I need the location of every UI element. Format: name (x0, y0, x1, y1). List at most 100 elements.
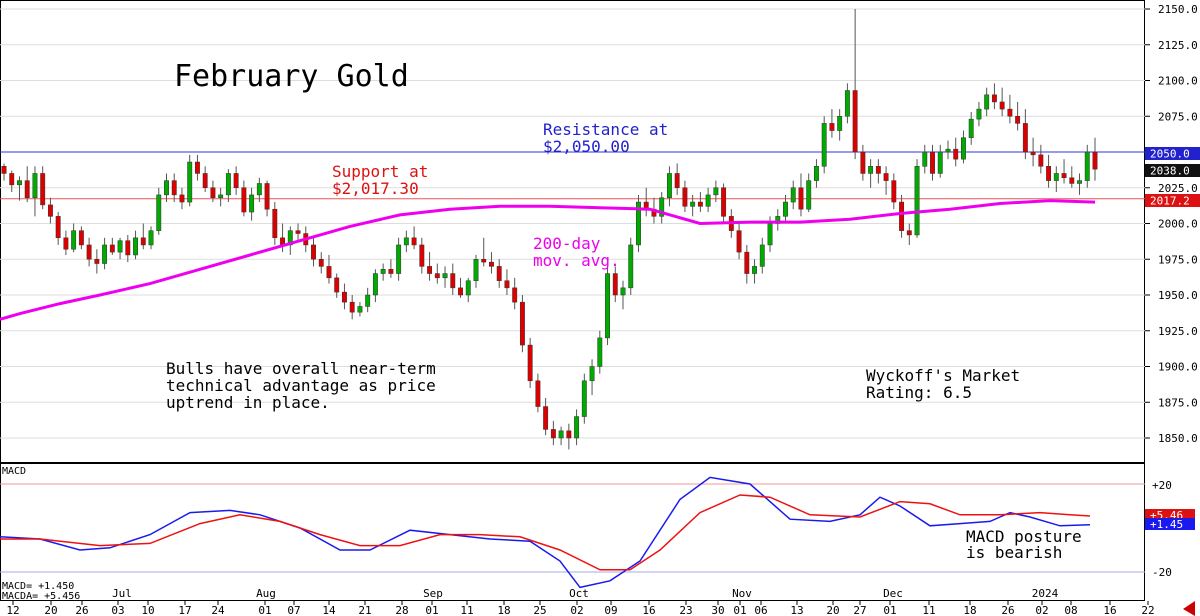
ma200-line (0, 199, 1096, 321)
resistance-annotation-2: $2,050.00 (543, 137, 630, 156)
candle-up (442, 273, 448, 279)
candle-up (767, 223, 773, 246)
x-tick-label: 28 (395, 604, 408, 616)
candle-down (481, 259, 487, 263)
candle-up (868, 166, 874, 174)
candle-down (1046, 166, 1052, 181)
x-tick-label: 02 (570, 604, 583, 616)
candle-down (210, 187, 216, 199)
support-annotation-2: $2,017.30 (332, 179, 419, 198)
candle-up (396, 244, 402, 274)
candle-down (427, 266, 433, 274)
month-label: Nov (732, 587, 752, 600)
x-tick-label: 11 (922, 604, 935, 616)
candle-down (1015, 116, 1021, 124)
candle-up (844, 90, 850, 117)
candle-down (1038, 154, 1044, 167)
candle-down (1069, 177, 1075, 184)
candle-up (357, 306, 363, 313)
price-grid (0, 8, 1145, 439)
macda-value-label: MACDA= +5.456 (2, 591, 80, 602)
candle-down (527, 344, 533, 382)
candle-down (991, 94, 997, 103)
candle-down (326, 266, 332, 279)
candle-up (32, 173, 38, 199)
y-tick-label: 1900.0 (1158, 361, 1198, 374)
candle-down (829, 123, 835, 131)
bulls-annotation-3: uptrend in place. (166, 393, 330, 412)
candle-down (953, 148, 959, 160)
candle-up (589, 366, 595, 382)
macd-panel-title: MACD (2, 466, 26, 477)
x-tick-label: 30 (711, 604, 724, 616)
candle-up (605, 273, 610, 339)
y-tick-label: 1850.0 (1158, 432, 1198, 445)
candle-up (666, 173, 672, 199)
candle-down (1, 166, 7, 174)
ma-annotation-2: mov. avg. (533, 251, 620, 270)
candle-down (86, 244, 92, 260)
candle-up (365, 294, 371, 307)
candle-up (164, 180, 169, 196)
candle-up (713, 187, 719, 196)
candle-up (620, 287, 626, 296)
candle-down (264, 183, 270, 210)
candle-up (465, 280, 471, 296)
y-tick-label: 2000.0 (1158, 218, 1198, 231)
candle-up (1077, 180, 1082, 184)
y-tick-label: 1875.0 (1158, 396, 1198, 409)
month-label: Aug (256, 587, 276, 600)
candle-down (504, 280, 510, 289)
candle-up (71, 230, 77, 250)
x-tick-label: 01 (425, 604, 438, 616)
candle-up (821, 123, 827, 167)
x-tick-label: 24 (211, 604, 225, 616)
candle-down (233, 173, 239, 188)
candle-down (860, 151, 866, 174)
candle-down (798, 187, 804, 210)
candle-down (334, 277, 340, 293)
candle-down (1092, 151, 1098, 170)
candle-down (674, 173, 680, 188)
x-tick-label: 22 (1141, 604, 1154, 616)
candle-down (411, 237, 417, 246)
candle-up (187, 161, 193, 203)
macd-annotation-2: is bearish (966, 543, 1062, 562)
candle-up (759, 244, 765, 267)
candle-down (930, 151, 935, 174)
candle-down (140, 237, 146, 246)
candle-up (806, 180, 812, 210)
candle-down (40, 173, 46, 206)
x-tick-label: 08 (1064, 604, 1077, 616)
x-tick-label: 20 (44, 604, 57, 616)
candle-up (225, 173, 231, 196)
candle-down (906, 230, 912, 236)
candle-down (682, 187, 688, 207)
scroll-left-arrow-icon[interactable] (1183, 601, 1195, 616)
x-tick-label: 09 (604, 604, 617, 616)
y-tick-label: 2150.0 (1158, 3, 1198, 16)
macda-line (0, 494, 1091, 571)
support-tag-text: 2017.2 (1150, 195, 1190, 208)
candle-up (937, 151, 943, 174)
candle-down (999, 101, 1005, 110)
candle-down (612, 273, 618, 296)
candle-down (550, 429, 556, 439)
macd-line (0, 476, 1091, 589)
candles (1, 9, 1098, 450)
candle-up (17, 180, 22, 186)
candle-up (813, 166, 819, 181)
candle-down (419, 244, 425, 267)
x-tick-label: 21 (358, 604, 371, 616)
y-tick-label: 2075.0 (1158, 110, 1198, 123)
x-tick-label: 23 (679, 604, 692, 616)
candle-down (899, 201, 905, 231)
last-price-tag-text: 2038.0 (1150, 165, 1190, 178)
x-tick-label: 06 (754, 604, 767, 616)
candle-up (752, 266, 757, 274)
macd-tag: +1.45 (1145, 518, 1195, 531)
candle-up (837, 116, 843, 131)
x-tick-label: 26 (75, 604, 88, 616)
candle-down (697, 201, 703, 207)
candle-down (125, 240, 131, 256)
